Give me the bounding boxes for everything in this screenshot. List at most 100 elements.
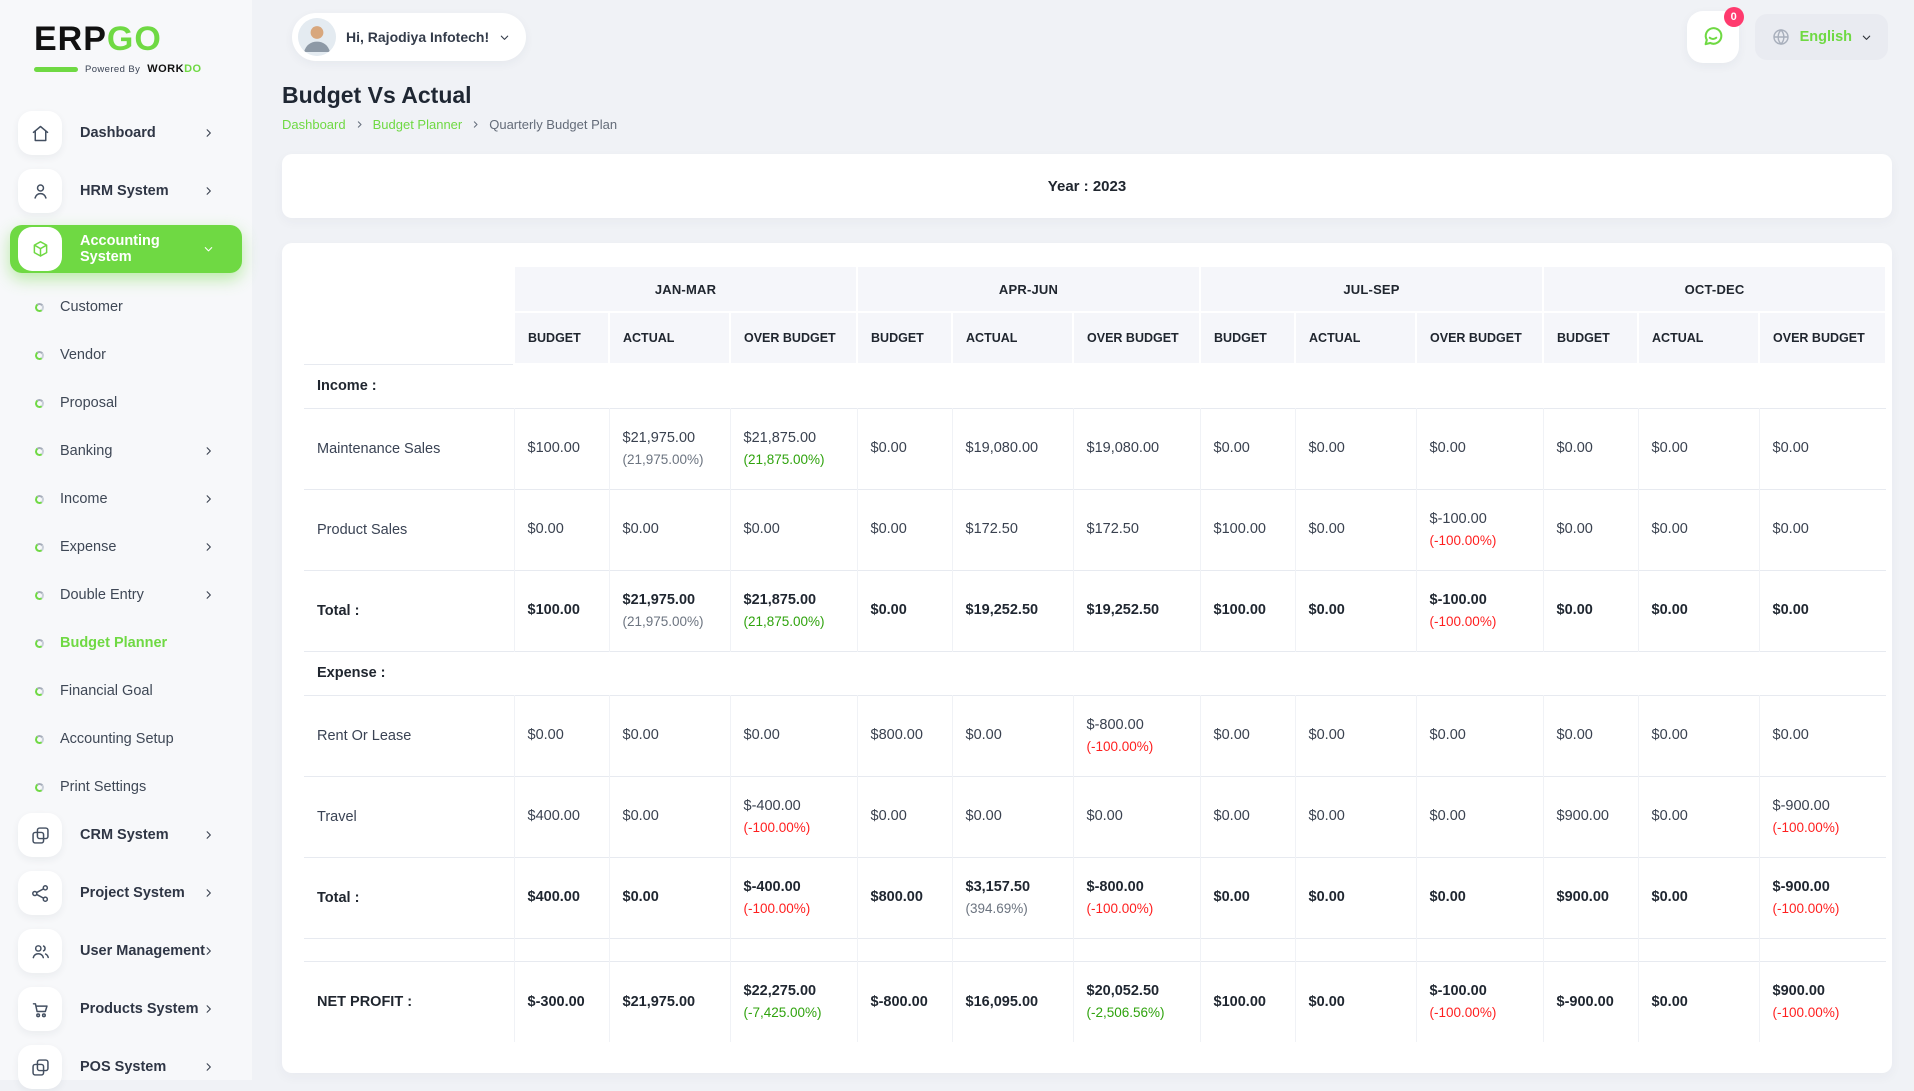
sidebar-item-accounting-setup[interactable]: Accounting Setup [10, 715, 242, 763]
table-cell: $0.00 [1200, 408, 1295, 489]
bullet-icon [34, 590, 44, 600]
sidebar-item-label: Banking [60, 443, 112, 459]
sidebar-item-pos-system[interactable]: POS System [10, 1043, 242, 1091]
sidebar-item-products-system[interactable]: Products System [10, 985, 242, 1033]
chevron-down-icon [1861, 32, 1872, 43]
breadcrumb-link-dashboard[interactable]: Dashboard [282, 117, 346, 132]
table-cell: $0.00 [1295, 857, 1416, 938]
table-cell: $-100.00(-100.00%) [1416, 489, 1543, 570]
hrm-person-icon [18, 169, 62, 213]
sidebar-item-project-system[interactable]: Project System [10, 869, 242, 917]
table-cell: $0.00 [1638, 570, 1759, 651]
year-label: Year : 2023 [1048, 178, 1126, 195]
table-cell: $3,157.50(394.69%) [952, 857, 1073, 938]
table-cell: $21,975.00 [609, 961, 730, 1042]
avatar [298, 18, 336, 56]
table-cell: $19,080.00 [952, 408, 1073, 489]
table-cell: $-800.00 [857, 961, 952, 1042]
table-row-net-profit: NET PROFIT : $-300.00 $21,975.00 $22,275… [304, 961, 1886, 1042]
table-cell: $0.00 [952, 776, 1073, 857]
table-cell: $0.00 [1200, 857, 1295, 938]
table-cell: $0.00 [1295, 695, 1416, 776]
chat-icon [1700, 24, 1726, 50]
sidebar-item-label: Proposal [60, 395, 117, 411]
sidebar-item-banking[interactable]: Banking [10, 427, 242, 475]
sidebar-item-income[interactable]: Income [10, 475, 242, 523]
table-cell: $0.00 [1638, 489, 1759, 570]
sidebar-item-label: Income [60, 491, 108, 507]
sidebar-item-expense[interactable]: Expense [10, 523, 242, 571]
table-cell: $-900.00 [1543, 961, 1638, 1042]
measure-header: ACTUAL [1295, 312, 1416, 364]
sidebar-item-customer[interactable]: Customer [10, 283, 242, 331]
sidebar-item-crm-system[interactable]: CRM System [10, 811, 242, 859]
table-cell: $-300.00 [514, 961, 609, 1042]
bullet-icon [34, 494, 44, 504]
row-label: NET PROFIT : [304, 961, 514, 1042]
chevron-right-icon [203, 186, 214, 197]
chevron-right-icon [203, 494, 214, 505]
table-cell: $0.00 [609, 489, 730, 570]
table-row-travel: Travel $400.00 $0.00 $-400.00(-100.00%) … [304, 776, 1886, 857]
sidebar-item-financial-goal[interactable]: Financial Goal [10, 667, 242, 715]
accounting-cube-icon [18, 227, 62, 271]
quarter-header: JAN-MAR [514, 266, 857, 312]
sidebar-item-label: Project System [80, 885, 185, 901]
powered-by: Powered By WORKDO [34, 63, 252, 75]
table-cell: $0.00 [1759, 489, 1886, 570]
table-cell: $172.50 [952, 489, 1073, 570]
table-spacer-row [304, 938, 1886, 961]
sidebar-item-label: Vendor [60, 347, 106, 363]
messages-button[interactable]: 0 [1687, 11, 1739, 63]
measure-header: ACTUAL [1638, 312, 1759, 364]
pos-icon [18, 1045, 62, 1089]
table-cell: $0.00 [1073, 776, 1200, 857]
page-title: Budget Vs Actual [282, 82, 1892, 109]
table-cell: $21,875.00(21,875.00%) [730, 570, 857, 651]
sidebar-item-dashboard[interactable]: Dashboard [10, 109, 242, 157]
sidebar-item-label: Products System [80, 1001, 198, 1017]
table-cell: $0.00 [1295, 570, 1416, 651]
sidebar-item-hrm-system[interactable]: HRM System [10, 167, 242, 215]
table-cell: $0.00 [1416, 695, 1543, 776]
table-cell: $0.00 [1543, 408, 1638, 489]
app-logo[interactable]: ERPGO Powered By WORKDO [0, 8, 252, 75]
table-cell: $0.00 [730, 695, 857, 776]
profile-menu-button[interactable]: Hi, Rajodiya Infotech! [292, 13, 526, 61]
chevron-right-icon [203, 542, 214, 553]
table-body: Income : Maintenance Sales $100.00 $21,9… [304, 364, 1886, 1042]
table-cell: $172.50 [1073, 489, 1200, 570]
table-cell: $16,095.00 [952, 961, 1073, 1042]
sidebar-item-budget-planner[interactable]: Budget Planner [10, 619, 242, 667]
table-cell: $-100.00(-100.00%) [1416, 570, 1543, 651]
sidebar: ERPGO Powered By WORKDO Dashboard HRM Sy… [0, 0, 252, 1080]
table-cell: $0.00 [1200, 776, 1295, 857]
breadcrumb-link-budget-planner[interactable]: Budget Planner [373, 117, 463, 132]
main-content: Budget Vs Actual Dashboard Budget Planner… [252, 74, 1914, 1080]
table-cell: $19,252.50 [1073, 570, 1200, 651]
sidebar-item-proposal[interactable]: Proposal [10, 379, 242, 427]
table-cell: $0.00 [857, 489, 952, 570]
measure-header: ACTUAL [952, 312, 1073, 364]
table-cell: $0.00 [1416, 857, 1543, 938]
home-icon [18, 111, 62, 155]
table-cell: $0.00 [857, 776, 952, 857]
project-share-icon [18, 871, 62, 915]
sidebar-item-accounting-system[interactable]: Accounting System [10, 225, 242, 273]
sidebar-item-label: HRM System [80, 183, 169, 199]
measure-header: BUDGET [1200, 312, 1295, 364]
language-selector[interactable]: English [1755, 14, 1888, 60]
table-section-row: Income : [304, 364, 1886, 408]
sidebar-item-vendor[interactable]: Vendor [10, 331, 242, 379]
measure-header: OVER BUDGET [1759, 312, 1886, 364]
sidebar-item-user-management[interactable]: User Management [10, 927, 242, 975]
sidebar-item-double-entry[interactable]: Double Entry [10, 571, 242, 619]
profile-greeting: Hi, Rajodiya Infotech! [346, 29, 489, 45]
table-cell: $900.00 [1543, 776, 1638, 857]
bullet-icon [34, 734, 44, 744]
table-cell: $100.00 [1200, 489, 1295, 570]
crm-icon [18, 813, 62, 857]
sidebar-item-print-settings[interactable]: Print Settings [10, 763, 242, 811]
